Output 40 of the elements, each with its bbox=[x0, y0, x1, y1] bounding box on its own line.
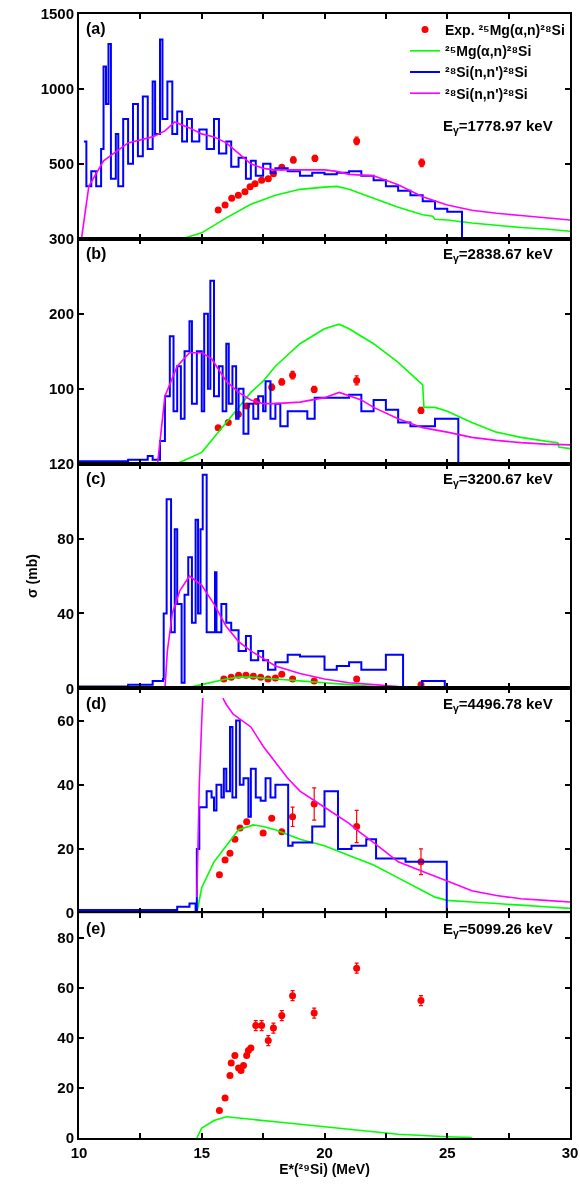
y-tick-label: 500 bbox=[48, 155, 74, 173]
annotation: (b) bbox=[86, 245, 107, 262]
annotation: E$_{γ}$=3200.67 keV bbox=[443, 470, 553, 490]
x-tick-label: 10 bbox=[70, 1144, 88, 1161]
y-tick-label: 40 bbox=[57, 1029, 74, 1047]
legend-label: ²⁵Mg(α,n)²⁸Si bbox=[445, 43, 532, 60]
y-tick-label: 1500 bbox=[40, 5, 74, 23]
y-tick-label: 0 bbox=[65, 904, 74, 922]
y-tick-label: 20 bbox=[57, 1079, 74, 1097]
y-tick-label: 60 bbox=[57, 711, 74, 729]
annotation: E$_{γ}$=5099.26 keV bbox=[443, 920, 553, 940]
legend-label: ²⁸Si(n,n')²⁸Si bbox=[445, 85, 528, 102]
y-tick-label: 40 bbox=[57, 775, 74, 793]
y-tick-label: 80 bbox=[57, 929, 74, 947]
x-tick-label: 15 bbox=[193, 1144, 211, 1161]
x-tick-label: 20 bbox=[316, 1144, 333, 1161]
y-tick-label: 0 bbox=[65, 679, 74, 697]
legend-label: Exp. ²⁵Mg(α,n)²⁸Si bbox=[445, 22, 565, 39]
x-tick-label: 25 bbox=[438, 1144, 456, 1161]
y-tick-label: 0 bbox=[65, 1129, 74, 1147]
y-tick-label: 60 bbox=[57, 979, 74, 997]
y-tick-label: 20 bbox=[57, 840, 74, 858]
y-tick-label: 40 bbox=[57, 604, 74, 622]
annotation: (a) bbox=[86, 20, 106, 37]
y-tick-label: 120 bbox=[48, 454, 74, 472]
annotation: E$_{γ}$=2838.67 keV bbox=[443, 245, 553, 265]
annotation: E$_{γ}$=4496.78 keV bbox=[443, 695, 553, 715]
y-tick-label: 1000 bbox=[40, 80, 74, 98]
y-tick-label: 200 bbox=[48, 304, 74, 322]
annotation: (d) bbox=[86, 695, 107, 712]
annotation: (e) bbox=[86, 920, 106, 937]
y-axis-title: σ (mb) bbox=[24, 554, 41, 598]
annotation: E$_{γ}$=1778.97 keV bbox=[443, 117, 553, 137]
x-tick-label: 30 bbox=[561, 1144, 579, 1161]
annotation: (c) bbox=[86, 470, 106, 487]
x-axis-title: E*(²⁹Si) (MeV) bbox=[279, 1161, 370, 1177]
y-tick-label: 100 bbox=[48, 379, 74, 397]
legend-label: ²⁸Si(n,n')²⁸Si bbox=[445, 64, 528, 81]
y-tick-label: 300 bbox=[48, 230, 74, 248]
y-tick-label: 80 bbox=[57, 529, 74, 547]
